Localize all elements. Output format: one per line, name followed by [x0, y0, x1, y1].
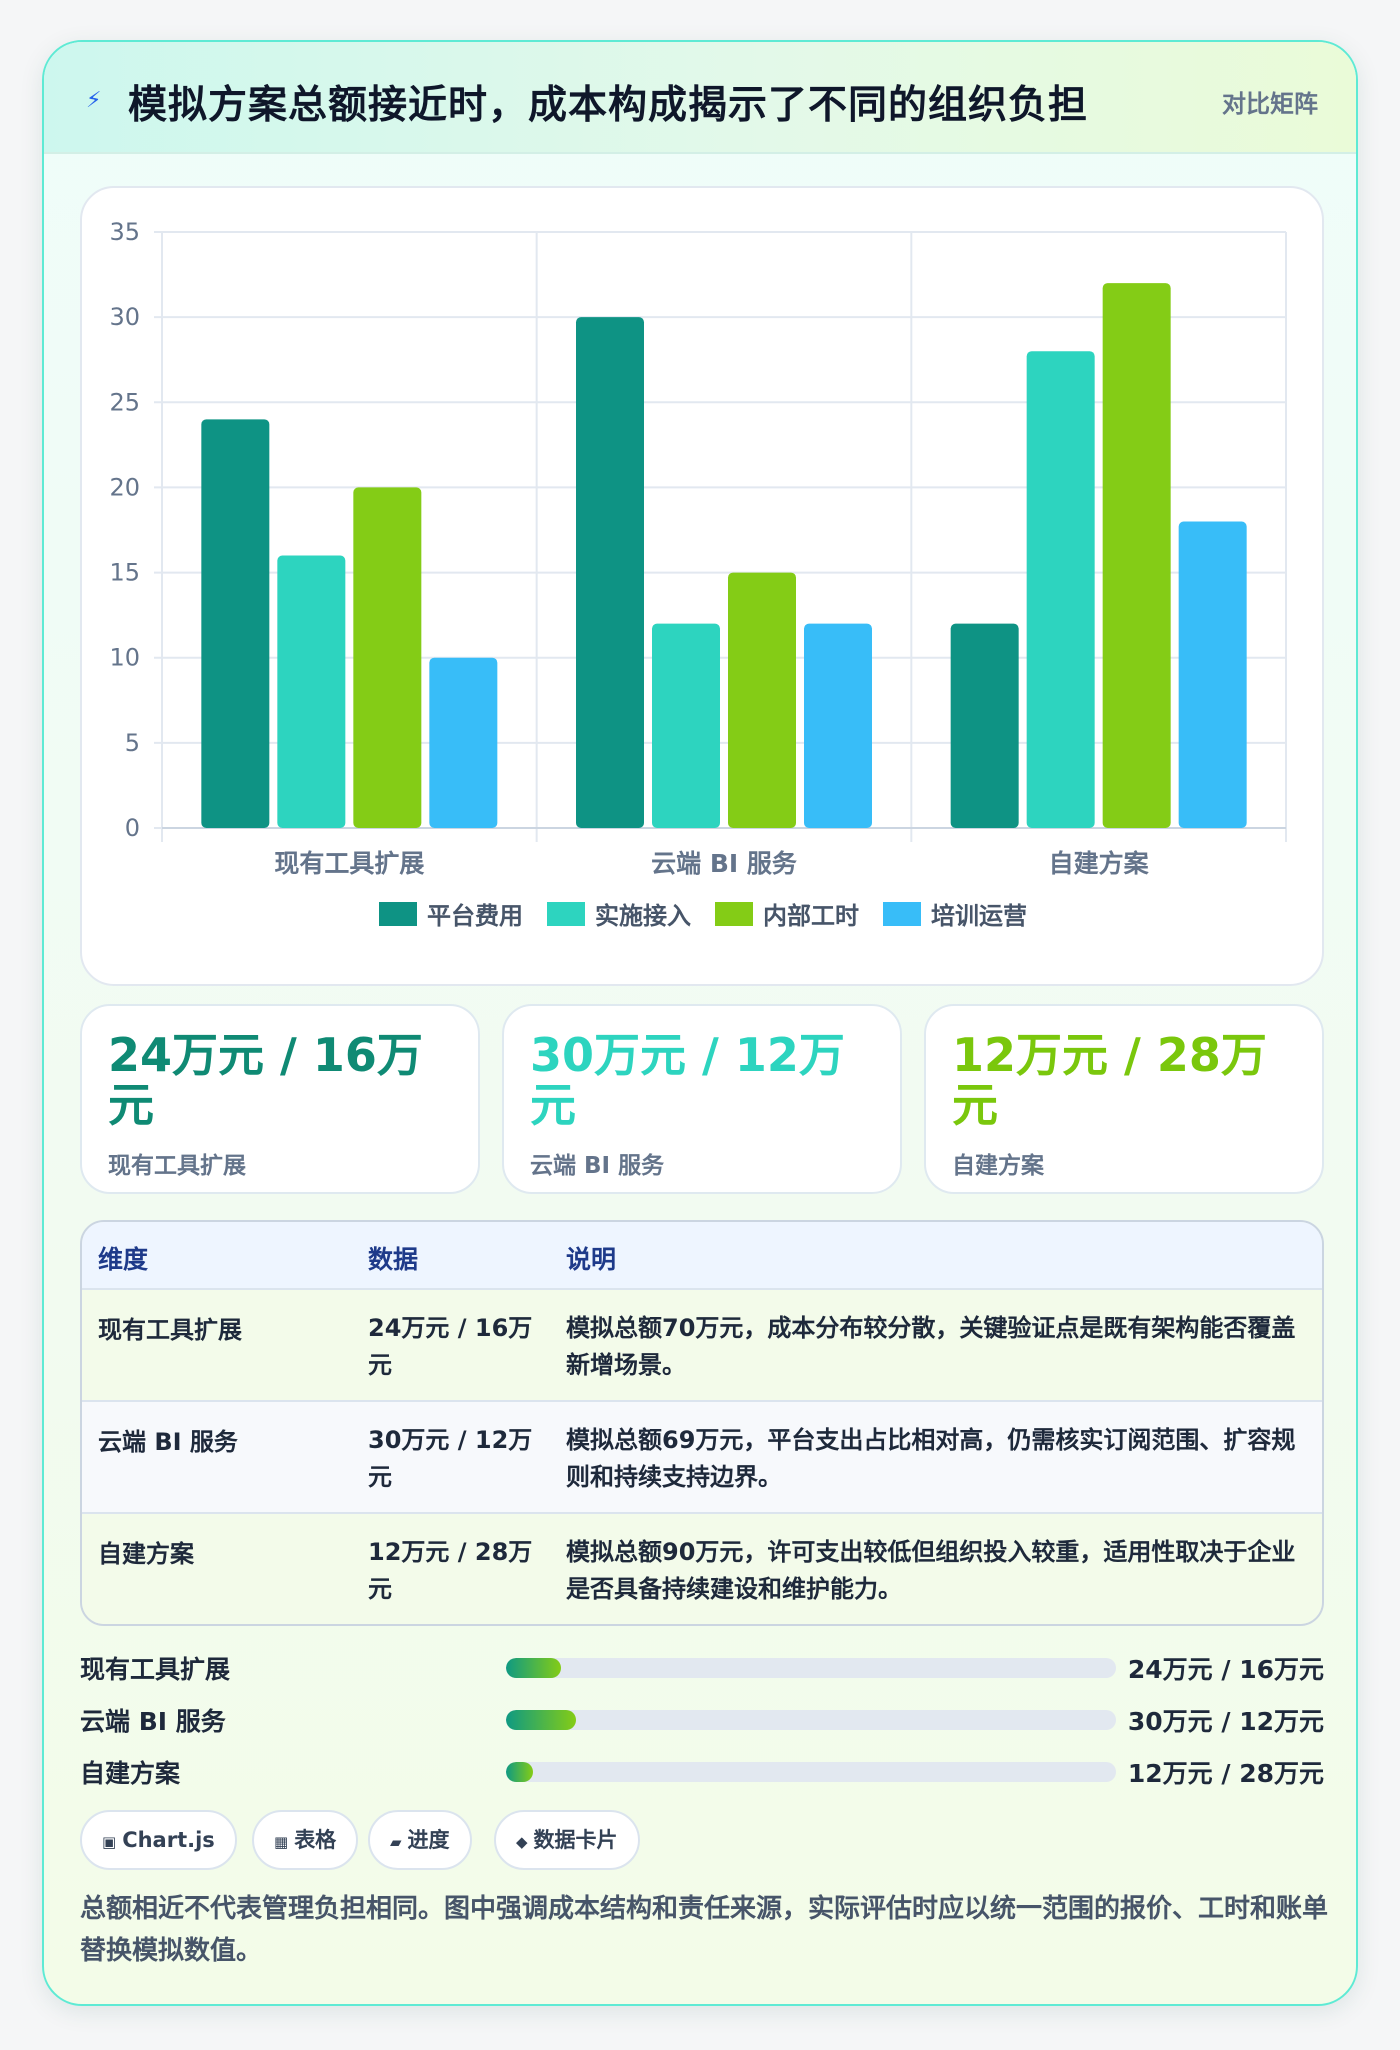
progress-icon: ▰ — [390, 1833, 402, 1851]
progress-track — [506, 1658, 1116, 1678]
legend-swatch — [715, 902, 753, 926]
matrix-badge: 对比矩阵 — [1222, 90, 1318, 118]
stat-value: 12万元 / 28万元 — [952, 1028, 1267, 1132]
bar — [1102, 283, 1171, 829]
header-description: 说明 — [566, 1245, 617, 1274]
chip-label: Chart.js — [122, 1828, 215, 1852]
cell-description: 模拟总额69万元，平台支出占比相对高，仍需核实订阅范围、扩容规则和持续支持边界。 — [566, 1426, 1296, 1491]
chart-icon: ▣ — [102, 1833, 117, 1851]
page-title: 模拟方案总额接近时，成本构成揭示了不同的组织负担 — [128, 83, 1089, 128]
y-tick-label: 5 — [125, 729, 140, 757]
stat-label: 自建方案 — [952, 1153, 1044, 1179]
legend-label: 实施接入 — [595, 902, 691, 930]
progress-track — [506, 1710, 1116, 1730]
legend-label: 平台费用 — [427, 902, 523, 930]
progress-value: 30万元 / 12万元 — [1127, 1707, 1324, 1736]
table-row: 云端 BI 服务 30万元 / 12万元 模拟总额69万元，平台支出占比相对高，… — [82, 1402, 1322, 1514]
chip-label: 表格 — [294, 1828, 337, 1852]
cell-data: 24万元 / 16万元 — [368, 1314, 533, 1379]
header-dimension: 维度 — [98, 1245, 149, 1274]
y-tick-label: 35 — [109, 218, 140, 246]
card-header: ⚡ 模拟方案总额接近时，成本构成揭示了不同的组织负担 对比矩阵 — [44, 42, 1356, 154]
bar — [429, 657, 498, 828]
progress-value: 12万元 / 28万元 — [1127, 1759, 1324, 1788]
cell-data: 30万元 / 12万元 — [368, 1426, 533, 1491]
chip-label: 进度 — [407, 1828, 450, 1852]
bar — [277, 555, 346, 828]
progress-label: 自建方案 — [80, 1759, 181, 1788]
table-row: 自建方案 12万元 / 28万元 模拟总额90万元，许可支出较低但组织投入较重，… — [82, 1514, 1322, 1624]
bar — [576, 317, 644, 828]
stat-value: 30万元 / 12万元 — [530, 1028, 845, 1132]
bar — [201, 419, 270, 828]
stat-label: 现有工具扩展 — [108, 1153, 246, 1179]
y-tick-label: 15 — [109, 559, 140, 587]
bar — [1026, 351, 1095, 828]
progress-label: 云端 BI 服务 — [80, 1707, 226, 1736]
progress-fill — [506, 1762, 534, 1782]
table-row: 现有工具扩展 24万元 / 16万元 模拟总额70万元，成本分布较分散，关键验证… — [82, 1290, 1322, 1402]
stat-card-selfbuild: 12万元 / 28万元 自建方案 — [924, 1004, 1324, 1194]
chip-table[interactable]: ▦ 表格 — [252, 1810, 359, 1870]
cell-description: 模拟总额70万元，成本分布较分散，关键验证点是既有架构能否覆盖新增场景。 — [566, 1314, 1296, 1379]
chart-panel: 0 5 10 15 20 25 30 35 现有工具扩展 云端 BI 服务 自建方案平台费用 实施接入… — [80, 186, 1324, 986]
y-tick-label: 20 — [109, 473, 140, 501]
stat-card-existing: 24万元 / 16万元 现有工具扩展 — [80, 1004, 480, 1194]
legend-swatch — [379, 902, 417, 926]
stat-label: 云端 BI 服务 — [530, 1153, 665, 1179]
y-tick-label: 10 — [109, 644, 140, 672]
diamond-icon: ◆ — [516, 1833, 528, 1851]
cell-dimension: 云端 BI 服务 — [98, 1428, 238, 1456]
x-tick-label: 云端 BI 服务 — [651, 849, 797, 878]
progress-row: 自建方案 12万元 / 28万元 — [80, 1752, 1324, 1792]
progress-value: 24万元 / 16万元 — [1127, 1655, 1324, 1684]
cell-dimension: 自建方案 — [98, 1540, 194, 1568]
bar — [728, 572, 796, 828]
bar — [950, 623, 1019, 828]
chip-chartjs[interactable]: ▣ Chart.js — [80, 1810, 237, 1870]
table-icon: ▦ — [274, 1833, 289, 1851]
header-data: 数据 — [368, 1245, 419, 1274]
progress-fill — [506, 1710, 577, 1730]
y-tick-label: 0 — [125, 814, 140, 842]
progress-label: 现有工具扩展 — [80, 1655, 231, 1684]
cell-description: 模拟总额90万元，许可支出较低但组织投入较重，适用性取决于企业是否具备持续建设和… — [566, 1538, 1296, 1603]
bar — [804, 623, 872, 828]
cell-dimension: 现有工具扩展 — [98, 1316, 242, 1344]
stat-value: 24万元 / 16万元 — [108, 1028, 423, 1132]
y-tick-label: 25 — [109, 388, 140, 416]
footnote: 总额相近不代表管理负担相同。图中强调成本结构和责任来源，实际评估时应以统一范围的… — [80, 1894, 1329, 1966]
progress-fill — [506, 1658, 561, 1678]
x-tick-label: 自建方案 — [1049, 849, 1150, 878]
progress-row: 云端 BI 服务 30万元 / 12万元 — [80, 1700, 1324, 1740]
table-header: 维度 数据 说明 — [82, 1222, 1322, 1290]
stat-card-cloud: 30万元 / 12万元 云端 BI 服务 — [502, 1004, 902, 1194]
chip-data-card[interactable]: ◆ 数据卡片 — [494, 1810, 640, 1870]
bar — [652, 623, 720, 828]
progress-track — [506, 1762, 1116, 1782]
lightning-icon: ⚡ — [86, 88, 102, 113]
progress-row: 现有工具扩展 24万元 / 16万元 — [80, 1648, 1324, 1688]
y-tick-label: 30 — [109, 303, 140, 331]
bar — [1178, 521, 1247, 828]
comparison-table: 维度 数据 说明 现有工具扩展 24万元 / 16万元 模拟总额70万元，成本分… — [80, 1220, 1324, 1626]
chip-label: 数据卡片 — [533, 1828, 618, 1852]
legend-label: 内部工时 — [763, 902, 859, 930]
legend-swatch — [883, 902, 921, 926]
x-tick-label: 现有工具扩展 — [274, 849, 424, 878]
chip-progress[interactable]: ▰ 进度 — [368, 1810, 472, 1870]
legend-label: 培训运营 — [931, 902, 1027, 930]
bar — [353, 487, 422, 828]
legend-swatch — [547, 902, 585, 926]
cell-data: 12万元 / 28万元 — [368, 1538, 533, 1603]
comparison-card: ⚡ 模拟方案总额接近时，成本构成揭示了不同的组织负担 对比矩阵 0 5 10 15 20… — [42, 40, 1358, 2006]
